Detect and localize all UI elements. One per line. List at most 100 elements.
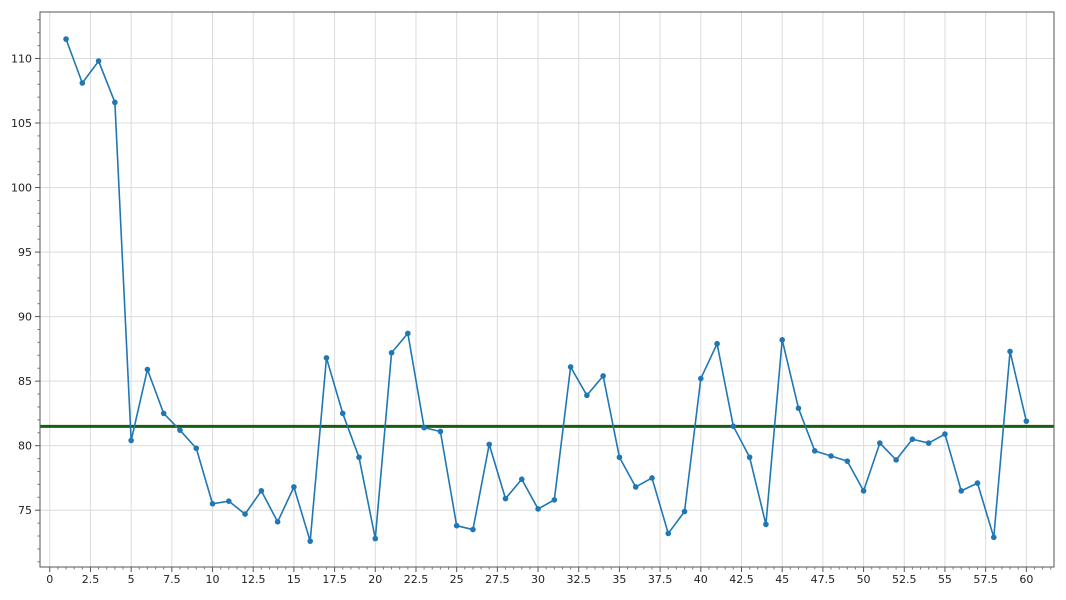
x-tick-label: 20 [368,573,382,586]
data-point [274,519,281,525]
x-tick-label: 47.5 [811,573,836,586]
y-tick-label: 90 [18,311,32,324]
data-point [388,349,395,356]
data-point [1007,348,1013,355]
data-point [632,484,639,490]
data-point [860,488,867,494]
x-tick-label: 17.5 [322,573,347,586]
x-tick-label: 32.5 [566,573,591,586]
data-point [681,508,688,515]
x-tick-label: 42.5 [729,573,754,586]
data-point [877,440,883,446]
data-point [226,498,232,504]
data-point [893,457,899,463]
data-point [665,530,672,537]
data-point [746,454,753,461]
x-tick-label: 37.5 [648,573,673,586]
x-tick-label: 5 [128,573,135,586]
x-tick-label: 60 [1019,573,1033,586]
data-point [453,522,460,529]
x-tick-label: 52.5 [892,573,917,586]
x-tick-label: 0 [46,573,53,586]
y-tick-label: 75 [18,504,32,517]
x-tick-label: 40 [694,573,708,586]
data-point [160,410,167,417]
data-point [795,405,802,412]
data-point [128,437,134,444]
data-point [990,534,997,541]
data-point [258,488,265,494]
data-point [339,410,346,417]
series-group [63,36,1030,544]
data-point [372,535,379,542]
y-tick-label: 100 [11,182,32,195]
data-point [486,441,493,448]
data-point [502,495,509,502]
x-axis: 0 2.5 5 7.5 10 12.5 15 17.5 20 22.5 25 27.5 30 32.5 35… [46,567,1052,586]
x-tick-label: 55 [938,573,952,586]
data-point [698,375,704,382]
x-tick-label: 45 [775,573,789,586]
x-tick-label: 12.5 [241,573,266,586]
data-point [828,453,834,459]
data-point [405,330,411,337]
data-point [551,497,558,503]
data-point [470,526,476,533]
x-tick-label: 50 [857,573,871,586]
data-point [437,428,444,435]
data-point [600,373,606,379]
data-point [584,392,590,399]
plot-background [40,12,1054,567]
data-point [63,36,69,42]
x-tick-label: 30 [531,573,545,586]
x-tick-label: 2.5 [82,573,100,586]
data-point [714,340,720,347]
data-point [356,454,362,461]
data-point [942,431,948,437]
plot-frame [39,11,1055,568]
x-tick-label: 35 [612,573,626,586]
y-axis: 75 80 85 90 95 100 105 110 [11,19,40,563]
data-point [844,458,851,464]
data-point [567,364,574,370]
data-point [649,475,655,481]
x-tick-label: 22.5 [404,573,429,586]
data-point [79,80,86,86]
y-tick-label: 105 [11,117,32,130]
data-point [518,476,525,483]
data-point [193,445,200,452]
grid [40,12,1054,567]
data-point [909,436,916,443]
data-point [925,440,932,446]
x-tick-label: 7.5 [163,573,181,586]
data-point [95,58,102,64]
x-tick-label: 15 [287,573,301,586]
data-point [763,521,769,528]
data-point [1023,418,1030,424]
y-tick-label: 95 [18,246,32,259]
data-point [209,500,216,507]
data-point [779,337,785,343]
data-point [307,538,313,544]
y-tick-label: 110 [11,52,32,65]
data-point [242,511,248,517]
data-point [974,480,981,486]
data-point [811,448,818,454]
data-point [730,423,737,430]
data-point [144,366,151,373]
y-tick-label: 80 [18,440,32,453]
x-tick-label: 10 [206,573,220,586]
data-point [323,355,330,361]
x-tick-label: 27.5 [485,573,510,586]
data-point [177,427,183,433]
data-point [291,484,297,490]
data-point [535,506,541,512]
x-tick-label: 25 [450,573,464,586]
data-point [616,454,623,461]
data-point [112,99,118,106]
x-tick-label: 57.5 [973,573,998,586]
data-point [958,488,965,494]
data-point [421,424,427,431]
y-tick-label: 85 [18,375,32,388]
